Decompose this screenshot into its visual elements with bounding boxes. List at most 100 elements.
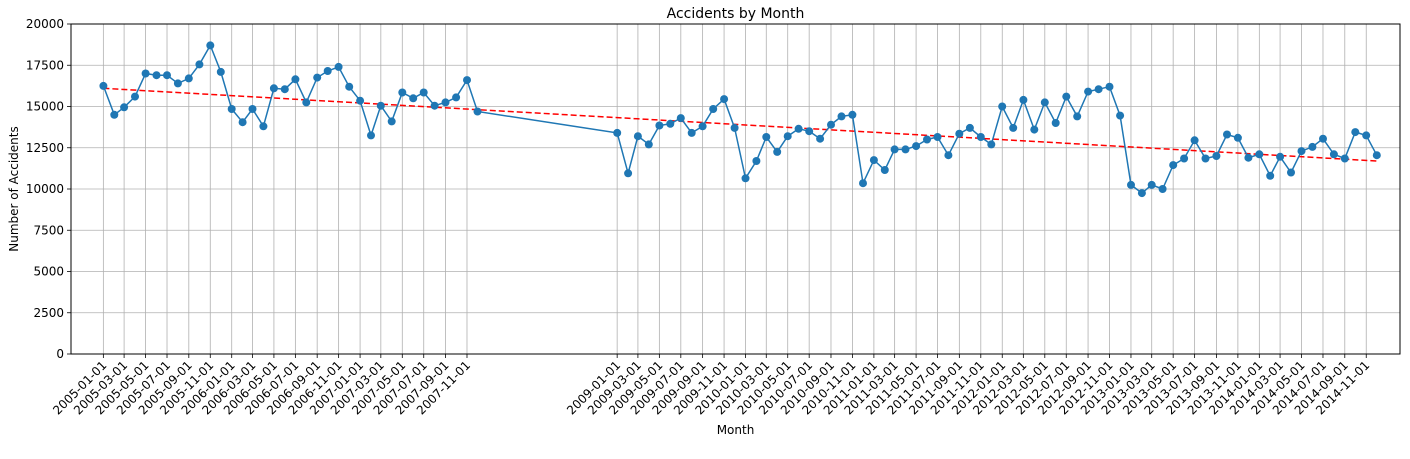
data-point bbox=[1308, 142, 1317, 151]
data-point bbox=[1009, 123, 1018, 132]
data-point bbox=[152, 71, 161, 80]
data-point bbox=[1297, 147, 1306, 156]
data-point bbox=[709, 105, 718, 113]
trend-line bbox=[103, 87, 1377, 162]
data-point bbox=[890, 145, 899, 154]
data-point bbox=[816, 134, 825, 143]
data-point bbox=[698, 122, 707, 131]
data-point bbox=[323, 67, 332, 75]
data-point bbox=[473, 107, 482, 116]
data-point bbox=[291, 75, 300, 84]
data-point bbox=[398, 88, 407, 97]
data-point bbox=[1266, 171, 1275, 180]
data-point bbox=[313, 73, 322, 82]
data-point bbox=[463, 76, 471, 85]
series-layer bbox=[99, 41, 1381, 198]
data-point bbox=[1105, 82, 1114, 91]
data-point bbox=[302, 98, 311, 107]
data-point bbox=[687, 128, 696, 137]
data-point bbox=[99, 81, 108, 90]
data-point bbox=[837, 112, 846, 121]
data-point bbox=[880, 166, 889, 174]
data-point bbox=[1180, 154, 1189, 163]
data-point bbox=[1244, 153, 1253, 162]
y-tick-label: 10000 bbox=[26, 182, 64, 196]
data-point bbox=[141, 69, 150, 78]
data-point bbox=[998, 102, 1007, 111]
data-point bbox=[1116, 111, 1125, 120]
data-point bbox=[184, 74, 193, 83]
data-point bbox=[334, 62, 343, 71]
data-point bbox=[1329, 150, 1338, 159]
data-point bbox=[1190, 136, 1199, 145]
data-point bbox=[955, 129, 964, 138]
x-axis-title: Month bbox=[717, 423, 755, 437]
data-point bbox=[613, 128, 622, 137]
data-point bbox=[356, 96, 365, 105]
data-point bbox=[869, 156, 878, 165]
data-point bbox=[1137, 189, 1146, 198]
data-point bbox=[773, 147, 782, 156]
data-point bbox=[216, 67, 225, 76]
data-point bbox=[933, 133, 942, 141]
data-point bbox=[227, 105, 236, 113]
data-point bbox=[1287, 168, 1295, 177]
data-point bbox=[624, 169, 633, 178]
data-point bbox=[367, 131, 375, 140]
trend-layer bbox=[103, 87, 1377, 162]
data-point bbox=[944, 151, 953, 160]
data-point bbox=[376, 101, 385, 110]
data-point bbox=[720, 95, 729, 104]
data-point bbox=[1127, 180, 1135, 189]
data-point bbox=[741, 174, 750, 183]
data-point bbox=[976, 133, 985, 141]
data-point bbox=[452, 93, 461, 102]
data-point bbox=[269, 84, 278, 93]
data-point bbox=[1212, 152, 1221, 160]
data-point bbox=[131, 92, 139, 101]
data-point bbox=[1372, 151, 1381, 160]
data-point bbox=[1255, 150, 1264, 159]
data-point bbox=[1223, 130, 1231, 139]
data-point bbox=[248, 105, 257, 113]
data-point bbox=[1073, 112, 1082, 121]
data-point bbox=[655, 121, 664, 130]
data-point bbox=[1233, 133, 1242, 142]
data-point bbox=[1019, 95, 1028, 104]
data-point bbox=[1319, 134, 1327, 143]
data-point bbox=[848, 110, 857, 119]
data-point bbox=[762, 133, 771, 141]
data-point bbox=[110, 110, 119, 119]
data-point bbox=[173, 79, 182, 88]
data-point bbox=[259, 122, 268, 131]
data-point bbox=[1147, 180, 1156, 189]
data-point bbox=[752, 157, 761, 165]
data-point bbox=[195, 60, 204, 69]
data-point bbox=[163, 71, 171, 80]
data-point bbox=[419, 88, 428, 97]
y-tick-label: 5000 bbox=[33, 265, 64, 279]
data-point bbox=[1340, 154, 1349, 163]
x-axis-ticks: 2005-01-012005-03-012005-05-012005-07-01… bbox=[50, 354, 1372, 417]
data-point bbox=[206, 41, 215, 50]
y-axis-title: Number of Accidents bbox=[7, 126, 21, 252]
data-point bbox=[644, 140, 653, 149]
data-point bbox=[987, 140, 996, 149]
y-tick-label: 15000 bbox=[26, 100, 64, 114]
data-point bbox=[238, 118, 247, 127]
data-point bbox=[730, 123, 739, 132]
data-point bbox=[1158, 185, 1167, 193]
data-point bbox=[120, 103, 129, 112]
series-line bbox=[102, 43, 1378, 195]
y-tick-label: 2500 bbox=[33, 306, 64, 320]
data-point bbox=[859, 179, 867, 188]
data-point bbox=[1040, 98, 1049, 107]
data-point bbox=[345, 82, 354, 91]
data-point bbox=[409, 94, 418, 103]
data-point bbox=[1276, 152, 1285, 161]
y-tick-label: 7500 bbox=[33, 223, 64, 237]
data-point bbox=[1094, 85, 1103, 94]
data-point bbox=[633, 132, 642, 141]
data-point bbox=[280, 85, 289, 94]
